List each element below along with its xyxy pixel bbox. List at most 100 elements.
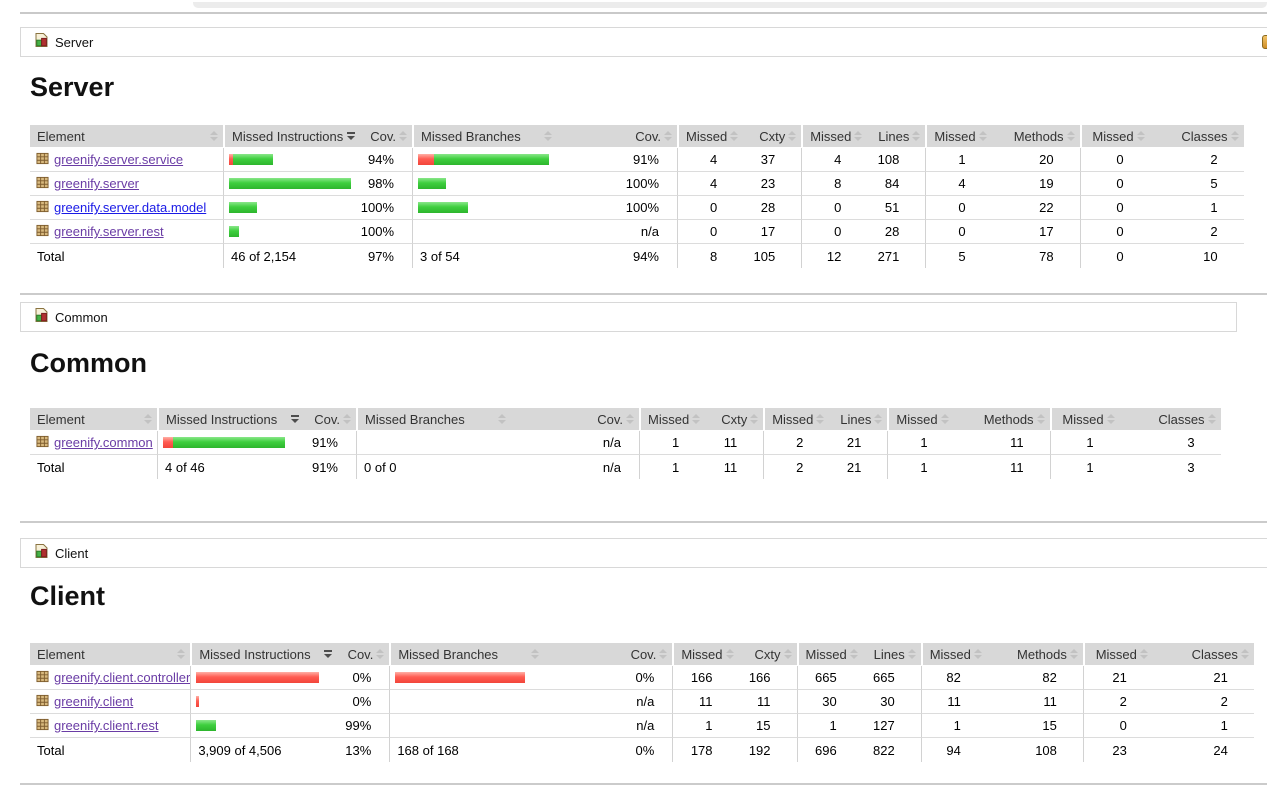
column-header-missed-methods[interactable]: Missed bbox=[925, 125, 992, 148]
column-header-lines[interactable]: Lines bbox=[862, 643, 921, 666]
metric-cell-methods: 17 bbox=[991, 220, 1080, 244]
column-header-missed-classes[interactable]: Missed bbox=[1082, 643, 1153, 666]
total-metric-missed-lines: 2 bbox=[763, 455, 829, 479]
instructions-coverage-cell: 98% bbox=[360, 172, 412, 196]
sessions-icon[interactable] bbox=[1262, 35, 1267, 49]
column-header-cxty[interactable]: Cxty bbox=[738, 643, 797, 666]
package-link[interactable]: greenify.client.controller bbox=[54, 670, 191, 685]
metric-cell-missed-cxty: 11 bbox=[672, 690, 739, 714]
sort-toggle-icon bbox=[874, 414, 883, 424]
column-header-methods[interactable]: Methods bbox=[953, 408, 1050, 431]
total-metric-missed-classes: 0 bbox=[1079, 244, 1150, 268]
coverage-table-server: Element Missed Instructions Cov. Missed Bra… bbox=[30, 125, 1267, 268]
column-header-cxty[interactable]: Cxty bbox=[743, 125, 802, 148]
package-link[interactable]: greenify.common bbox=[54, 435, 153, 450]
total-metric-missed-methods: 94 bbox=[920, 738, 987, 762]
section-divider bbox=[20, 521, 1267, 523]
column-header-cov-instructions[interactable]: Cov. bbox=[304, 408, 356, 431]
column-header-cov-branches[interactable]: Cov. bbox=[557, 125, 677, 148]
package-link[interactable]: greenify.server.service bbox=[54, 152, 184, 167]
column-header-cov-instructions[interactable]: Cov. bbox=[337, 643, 390, 666]
column-header-missed-methods[interactable]: Missed bbox=[887, 408, 954, 431]
column-header-cov-branches[interactable]: Cov. bbox=[544, 643, 673, 666]
column-header-missed-lines[interactable]: Missed bbox=[763, 408, 830, 431]
table-row: greenify.server.service 94% 91% 4 37 4 108 1 20 0… bbox=[30, 148, 1244, 172]
column-header-missed-lines[interactable]: Missed bbox=[801, 125, 868, 148]
column-header-lines[interactable]: Lines bbox=[867, 125, 926, 148]
sort-toggle-icon bbox=[978, 131, 987, 141]
column-header-element[interactable]: Element bbox=[30, 643, 191, 666]
column-header-missed-branches[interactable]: Missed Branches bbox=[389, 643, 545, 666]
report-group-icon bbox=[33, 32, 49, 53]
column-header-cov-instructions[interactable]: Cov. bbox=[360, 125, 412, 148]
column-header-label: Missed Instructions bbox=[232, 128, 344, 144]
instructions-coverage-cell: 0% bbox=[337, 666, 390, 690]
sort-toggle-icon bbox=[210, 131, 218, 141]
column-header-missed-instructions[interactable]: Missed Instructions bbox=[190, 643, 338, 666]
column-header-missed-branches[interactable]: Missed Branches bbox=[356, 408, 511, 431]
page-title-client: Client bbox=[30, 581, 106, 611]
column-header-classes[interactable]: Classes bbox=[1152, 643, 1254, 666]
sort-toggle-icon bbox=[177, 649, 186, 659]
sort-toggle-icon bbox=[1139, 649, 1148, 659]
total-metric-lines: 271 bbox=[877, 248, 900, 264]
package-link[interactable]: greenify.client.rest bbox=[54, 718, 159, 733]
sort-desc-icon bbox=[347, 132, 355, 140]
column-header-label: Missed bbox=[772, 411, 814, 427]
column-header-cxty[interactable]: Cxty bbox=[705, 408, 764, 431]
metric-cell-missed-classes: 21 bbox=[1082, 666, 1153, 690]
total-branches-coverage: n/a bbox=[602, 459, 621, 475]
coverage-bar bbox=[418, 178, 557, 189]
sort-desc-icon bbox=[291, 415, 299, 423]
sort-toggle-icon bbox=[1036, 414, 1045, 424]
column-header-missed-methods[interactable]: Missed bbox=[920, 643, 987, 666]
column-header-missed-branches[interactable]: Missed Branches bbox=[412, 125, 557, 148]
branches-bar-cell bbox=[389, 666, 545, 690]
column-header-label: Missed bbox=[681, 646, 723, 662]
column-header-element[interactable]: Element bbox=[30, 125, 223, 148]
column-header-methods[interactable]: Methods bbox=[991, 125, 1080, 148]
column-header-cov-branches[interactable]: Cov. bbox=[511, 408, 639, 431]
column-header-missed-instructions[interactable]: Missed Instructions bbox=[223, 125, 360, 148]
column-header-element[interactable]: Element bbox=[30, 408, 157, 431]
coverage-bar bbox=[163, 437, 304, 448]
column-header-lines[interactable]: Lines bbox=[829, 408, 888, 431]
metric-cell-classes: 5 bbox=[1149, 172, 1244, 196]
branches-coverage-cell: 100% bbox=[557, 172, 677, 196]
metric-cell-cxty: 15 bbox=[738, 714, 797, 738]
column-header-label: Missed bbox=[929, 646, 971, 662]
column-header-missed-cxty[interactable]: Missed bbox=[677, 125, 744, 148]
metric-cell-missed-methods: 0 bbox=[925, 196, 992, 220]
coverage-bar bbox=[395, 720, 544, 731]
column-header-label: Cov. bbox=[347, 646, 374, 662]
sort-toggle-icon bbox=[664, 131, 672, 141]
package-link[interactable]: greenify.client bbox=[54, 694, 134, 709]
sort-toggle-icon bbox=[912, 131, 921, 141]
total-metric-lines: 822 bbox=[873, 742, 895, 758]
package-link[interactable]: greenify.server.data.model bbox=[54, 200, 207, 215]
package-link[interactable]: greenify.server bbox=[54, 176, 140, 191]
column-header-missed-instructions[interactable]: Missed Instructions bbox=[157, 408, 304, 431]
metric-cell-methods: 19 bbox=[991, 172, 1080, 196]
sort-toggle-icon bbox=[783, 649, 792, 659]
metric-cell-missed-cxty: 0 bbox=[677, 220, 744, 244]
column-header-missed-classes[interactable]: Missed bbox=[1049, 408, 1120, 431]
column-header-missed-cxty[interactable]: Missed bbox=[672, 643, 739, 666]
column-header-classes[interactable]: Classes bbox=[1119, 408, 1221, 431]
column-header-missed-lines[interactable]: Missed bbox=[796, 643, 863, 666]
column-header-missed-classes[interactable]: Missed bbox=[1079, 125, 1150, 148]
column-header-methods[interactable]: Methods bbox=[986, 643, 1083, 666]
metric-cell-lines: 127 bbox=[862, 714, 921, 738]
column-header-label: Cov. bbox=[314, 411, 340, 427]
column-header-label: Element bbox=[37, 128, 85, 144]
total-instructions-coverage: 97% bbox=[367, 248, 394, 264]
total-metric-missed-methods: 5 bbox=[925, 244, 991, 268]
breadcrumb-label: Common bbox=[55, 309, 108, 325]
coverage-bar bbox=[229, 154, 360, 165]
coverage-bar bbox=[196, 696, 337, 707]
column-header-classes[interactable]: Classes bbox=[1149, 125, 1244, 148]
column-header-missed-cxty[interactable]: Missed bbox=[639, 408, 706, 431]
column-header-label: Classes bbox=[1181, 128, 1228, 144]
package-link[interactable]: greenify.server.rest bbox=[54, 224, 164, 239]
